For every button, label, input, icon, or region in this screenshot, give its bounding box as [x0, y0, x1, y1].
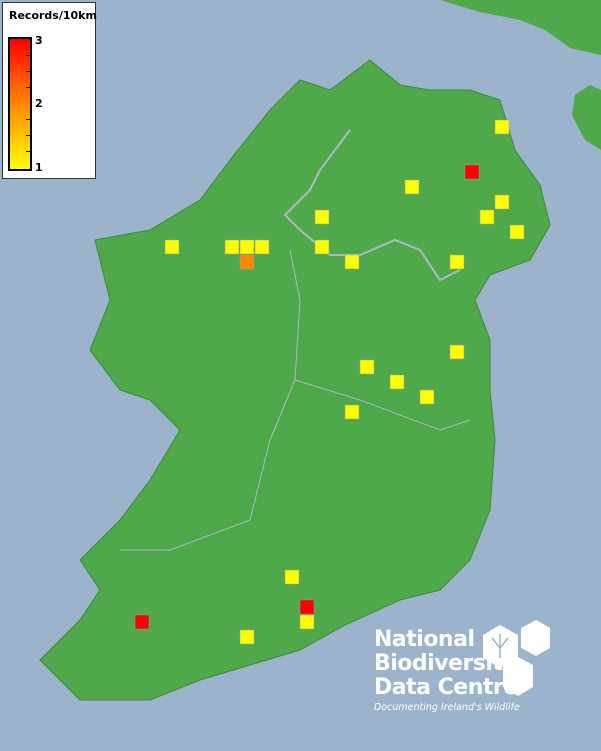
record-square[interactable]: [479, 209, 495, 225]
record-square[interactable]: [314, 209, 330, 225]
record-square[interactable]: [239, 629, 255, 645]
record-square[interactable]: [164, 239, 180, 255]
record-square[interactable]: [284, 569, 300, 585]
province-boundary: [294, 379, 471, 431]
record-square[interactable]: [299, 614, 315, 630]
province-boundary: [120, 249, 301, 551]
logo-line-2: Biodiversity: [374, 651, 517, 676]
record-square[interactable]: [299, 599, 315, 615]
record-square[interactable]: [359, 359, 375, 375]
nbdc-logo-icon: [483, 620, 550, 696]
record-square[interactable]: [404, 179, 420, 195]
record-square[interactable]: [419, 389, 435, 405]
legend: Records/10km 3 2 1: [2, 2, 97, 179]
scotland-landmass: [440, 0, 601, 55]
record-square[interactable]: [494, 119, 510, 135]
record-square[interactable]: [449, 344, 465, 360]
record-square[interactable]: [344, 254, 360, 270]
record-square[interactable]: [134, 614, 150, 630]
logo-tagline: Documenting Ireland's Wildlife: [374, 702, 520, 713]
record-square[interactable]: [239, 254, 255, 270]
record-square[interactable]: [464, 164, 480, 180]
record-squares: [134, 119, 525, 645]
record-square[interactable]: [254, 239, 270, 255]
nbdc-logo: National Biodiversity Data Centre Docume…: [374, 627, 520, 714]
record-square[interactable]: [494, 194, 510, 210]
logo-line-3: Data Centre: [374, 675, 518, 700]
legend-min-label: 1: [35, 161, 43, 174]
color-ramp: [8, 37, 32, 171]
record-square[interactable]: [449, 254, 465, 270]
record-square[interactable]: [314, 239, 330, 255]
legend-max-label: 3: [35, 34, 43, 47]
record-square[interactable]: [389, 374, 405, 390]
ni-border: [283, 129, 461, 282]
legend-mid-label: 2: [35, 97, 43, 110]
scotland-island: [572, 85, 601, 150]
record-square[interactable]: [509, 224, 525, 240]
legend-title: Records/10km: [9, 9, 97, 22]
logo-line-1: National: [374, 627, 475, 652]
record-square[interactable]: [239, 239, 255, 255]
record-square[interactable]: [224, 239, 240, 255]
record-square[interactable]: [344, 404, 360, 420]
